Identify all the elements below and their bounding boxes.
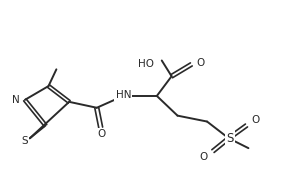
Text: HO: HO (138, 59, 154, 69)
Text: S: S (226, 132, 233, 145)
Text: HN: HN (116, 90, 131, 100)
Text: O: O (196, 59, 204, 68)
Text: O: O (200, 152, 208, 162)
Text: O: O (98, 129, 106, 139)
Text: O: O (251, 115, 260, 125)
Text: N: N (12, 95, 20, 105)
Text: S: S (21, 136, 28, 146)
